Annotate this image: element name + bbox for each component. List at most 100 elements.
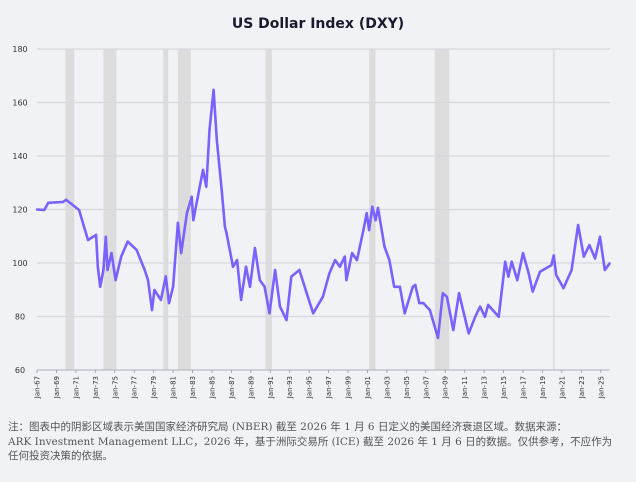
data-point — [350, 251, 354, 255]
x-tick-label: Jan-03 — [383, 376, 391, 399]
data-point — [393, 285, 396, 289]
data-point — [201, 168, 205, 172]
data-point — [106, 268, 109, 272]
data-point — [345, 278, 348, 282]
data-point — [576, 223, 580, 227]
footnote-line-3: 任何投资决策的依据。 — [8, 450, 113, 462]
x-tick-label: Jan-01 — [364, 376, 372, 399]
footnote-line-2: ARK Investment Management LLC，2026 年，基于洲… — [8, 435, 613, 448]
y-tick-label: 140 — [12, 152, 27, 161]
data-point — [355, 258, 359, 262]
data-point — [550, 263, 553, 267]
data-point — [312, 312, 315, 315]
data-point — [338, 265, 342, 268]
data-point — [365, 212, 368, 215]
data-point — [263, 285, 266, 289]
data-point — [467, 332, 470, 335]
data-point — [110, 251, 113, 255]
data-point — [422, 301, 425, 305]
x-tick-label: Jan-67 — [34, 376, 42, 399]
data-point — [507, 275, 510, 278]
x-tick-label: Jan-73 — [92, 376, 100, 399]
data-point — [445, 295, 449, 298]
data-point — [474, 315, 477, 318]
data-point — [135, 248, 138, 252]
data-point — [61, 200, 65, 204]
data-point — [510, 260, 513, 263]
data-point — [371, 205, 374, 209]
y-tick-label: 160 — [12, 99, 27, 108]
data-point — [258, 278, 261, 282]
data-point — [538, 270, 542, 274]
x-tick-label: Jan-97 — [325, 376, 333, 399]
data-point — [35, 208, 39, 211]
data-point — [374, 219, 377, 222]
data-point — [552, 254, 555, 257]
data-point — [114, 278, 117, 282]
x-tick-label: Jan-85 — [208, 376, 216, 399]
data-point — [333, 258, 337, 262]
data-point — [223, 225, 227, 228]
data-point — [428, 308, 432, 312]
data-point — [225, 231, 228, 235]
y-tick-label: 60 — [15, 366, 25, 375]
y-tick-label: 80 — [15, 313, 25, 322]
data-point — [248, 285, 252, 289]
data-point — [478, 305, 482, 308]
data-point — [167, 301, 171, 305]
data-point — [164, 275, 167, 278]
data-point — [176, 221, 180, 225]
x-tick-label: Jan-77 — [131, 376, 139, 399]
data-point — [414, 283, 417, 287]
data-point — [159, 298, 163, 302]
data-point — [143, 268, 146, 272]
x-tick-label: Jan-21 — [558, 376, 566, 399]
data-point — [367, 228, 371, 232]
data-point — [96, 265, 99, 268]
data-point — [521, 251, 525, 255]
y-tick-label: 180 — [12, 45, 27, 54]
data-point — [278, 305, 282, 308]
x-tick-label: Jan-75 — [111, 376, 119, 399]
data-point — [555, 273, 558, 277]
data-point — [383, 245, 386, 248]
data-point — [185, 212, 189, 215]
data-point — [290, 275, 293, 278]
x-tick-label: Jan-09 — [442, 376, 450, 399]
data-point — [441, 292, 445, 295]
data-point — [328, 272, 331, 275]
y-tick-label: 100 — [12, 259, 27, 268]
data-point — [77, 208, 81, 212]
data-point — [94, 233, 98, 237]
data-point — [305, 292, 308, 295]
data-point — [527, 272, 530, 275]
data-point — [608, 262, 611, 265]
data-point — [588, 243, 591, 247]
x-tick-label: Jan-79 — [150, 376, 158, 399]
data-point — [452, 328, 455, 332]
data-point — [239, 298, 243, 302]
data-point — [603, 268, 607, 272]
x-tick-label: Jan-13 — [481, 376, 489, 399]
data-point — [570, 268, 573, 272]
x-tick-label: Jan-89 — [247, 376, 255, 399]
data-point — [593, 257, 597, 260]
x-tick-label: Jan-25 — [597, 376, 605, 399]
data-point — [220, 188, 223, 192]
data-point — [376, 206, 380, 210]
data-point — [208, 128, 211, 132]
data-point — [298, 268, 301, 272]
data-point — [104, 235, 108, 238]
data-point — [497, 315, 500, 318]
data-point — [153, 288, 156, 292]
data-point — [398, 285, 402, 289]
data-point — [457, 292, 461, 295]
data-point — [126, 240, 129, 243]
data-point — [483, 315, 487, 318]
x-tick-label: Jan-87 — [228, 376, 236, 399]
data-point — [179, 251, 183, 255]
footnote: 注：图表中的阴影区域表示美国国家经济研究局 (NBER) 截至 2026 年 1… — [8, 420, 630, 464]
data-point — [86, 238, 90, 242]
data-point — [82, 225, 86, 228]
data-point — [321, 295, 325, 298]
